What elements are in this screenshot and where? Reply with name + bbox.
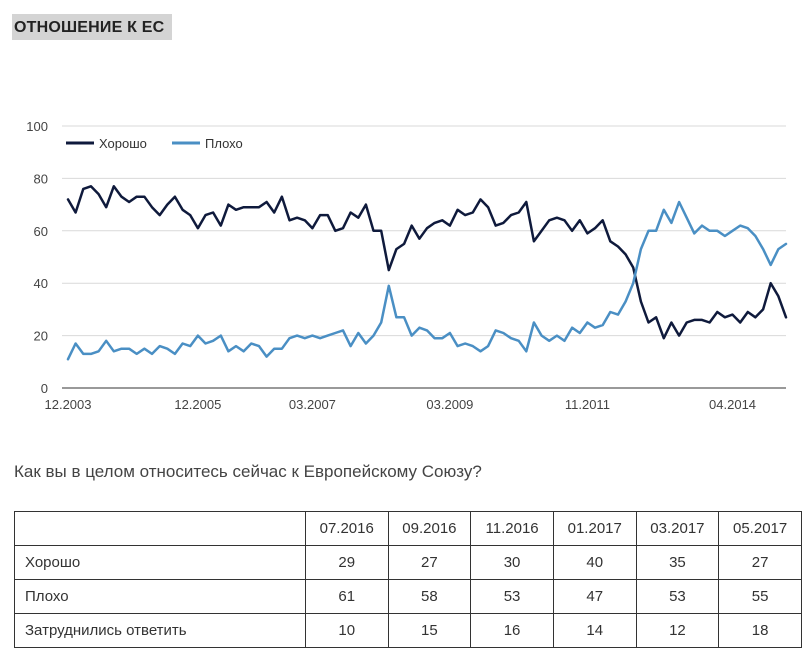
x-tick-label: 03.2007 bbox=[289, 397, 336, 412]
table-header-cell: 05.2017 bbox=[718, 511, 802, 546]
table-cell: 14 bbox=[552, 613, 637, 648]
table-row-label: Затруднились ответить bbox=[14, 613, 306, 648]
table-cell: 35 bbox=[635, 545, 720, 580]
table-row-label: Хорошо bbox=[14, 545, 306, 580]
x-tick-label: 04.2014 bbox=[709, 397, 756, 412]
x-tick-label: 12.2005 bbox=[174, 397, 221, 412]
table-cell: 30 bbox=[470, 545, 554, 580]
table-cell: 47 bbox=[552, 579, 637, 614]
table-cell: 16 bbox=[470, 613, 554, 648]
table-cell: 27 bbox=[718, 545, 802, 580]
x-tick-label: 11.2011 bbox=[565, 397, 610, 412]
table-cell: 40 bbox=[552, 545, 637, 580]
table-row: Хорошо 29 27 30 40 35 27 bbox=[14, 545, 802, 580]
table-cell: 18 bbox=[718, 613, 802, 648]
y-tick-label: 60 bbox=[34, 224, 48, 239]
legend-label: Плохо bbox=[205, 136, 243, 151]
table-row: Плохо 61 58 53 47 53 55 bbox=[14, 579, 802, 614]
series-line-2 bbox=[66, 200, 788, 361]
x-tick-label: 03.2009 bbox=[426, 397, 473, 412]
table-corner-cell bbox=[14, 511, 306, 546]
table-cell: 27 bbox=[387, 545, 472, 580]
table-header-cell: 09.2016 bbox=[387, 511, 472, 546]
table-cell: 61 bbox=[304, 579, 389, 614]
table-header-cell: 11.2016 bbox=[470, 511, 554, 546]
table-header-cell: 03.2017 bbox=[635, 511, 720, 546]
series-line-1 bbox=[66, 185, 788, 340]
y-tick-label: 0 bbox=[41, 381, 48, 396]
y-tick-label: 40 bbox=[34, 276, 48, 291]
legend-label: Хорошо bbox=[99, 136, 147, 151]
table-cell: 55 bbox=[718, 579, 802, 614]
table-cell: 15 bbox=[387, 613, 472, 648]
table-header-cell: 01.2017 bbox=[552, 511, 637, 546]
table-header-row: 07.2016 09.2016 11.2016 01.2017 03.2017 … bbox=[14, 511, 802, 546]
table-cell: 53 bbox=[635, 579, 720, 614]
table-cell: 12 bbox=[635, 613, 720, 648]
table-cell: 10 bbox=[304, 613, 389, 648]
survey-question: Как вы в целом относитесь сейчас к Европ… bbox=[14, 462, 482, 481]
table-cell: 58 bbox=[387, 579, 472, 614]
y-tick-label: 80 bbox=[34, 171, 48, 186]
table-cell: 29 bbox=[304, 545, 389, 580]
table-cell: 53 bbox=[470, 579, 554, 614]
line-chart: 0 20 40 60 80 100 12.2003 12.2005 03.2007 03.2009… bbox=[26, 119, 788, 412]
page-title: ОТНОШЕНИЕ К ЕС bbox=[12, 14, 173, 40]
x-tick-label: 12.2003 bbox=[45, 397, 92, 412]
results-table: 07.2016 09.2016 11.2016 01.2017 03.2017 … bbox=[14, 511, 802, 648]
table-row: Затруднились ответить 10 15 16 14 12 18 bbox=[14, 613, 802, 648]
table-row-label: Плохо bbox=[14, 579, 306, 614]
y-tick-label: 100 bbox=[26, 119, 48, 134]
table-header-cell: 07.2016 bbox=[304, 511, 389, 546]
y-tick-label: 20 bbox=[34, 329, 48, 344]
